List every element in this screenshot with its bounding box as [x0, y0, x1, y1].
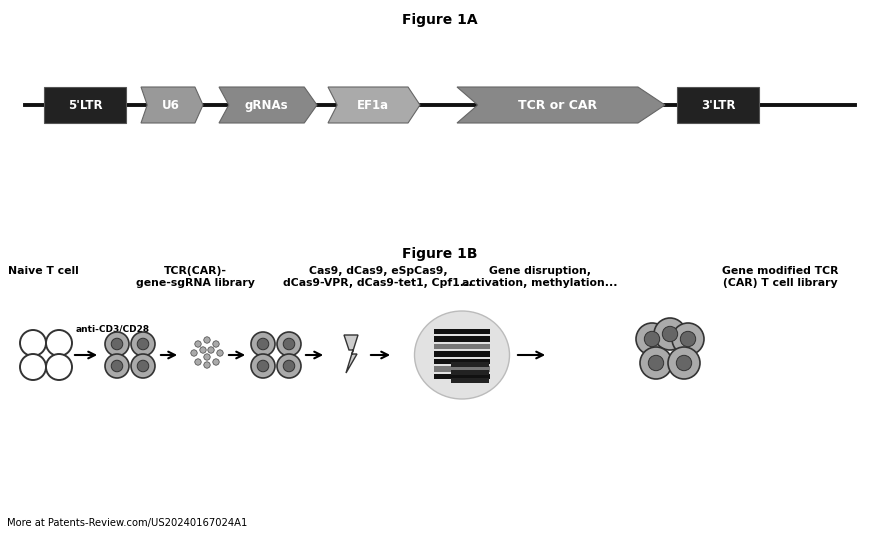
Polygon shape [457, 87, 665, 123]
Text: anti-CD3/CD28: anti-CD3/CD28 [76, 324, 150, 333]
Bar [44, 87, 126, 123]
Bar [434, 366, 490, 371]
Circle shape [131, 354, 155, 378]
Circle shape [46, 354, 72, 380]
Circle shape [137, 360, 149, 372]
Circle shape [680, 331, 696, 347]
Circle shape [200, 347, 206, 353]
Circle shape [663, 326, 678, 342]
Polygon shape [141, 87, 203, 123]
Text: Gene modified TCR
(CAR) T cell library: Gene modified TCR (CAR) T cell library [722, 266, 839, 288]
Bar [434, 336, 490, 341]
Text: Naive T cell: Naive T cell [8, 266, 78, 276]
Text: 3'LTR: 3'LTR [700, 98, 736, 111]
Text: More at Patents-Review.com/US20240167024A1: More at Patents-Review.com/US20240167024… [7, 518, 247, 528]
Text: TCR(CAR)-
gene-sgRNA library: TCR(CAR)- gene-sgRNA library [136, 266, 254, 288]
Circle shape [677, 355, 692, 371]
Text: Cas9, dCas9, eSpCas9,
dCas9-VPR, dCas9-tet1, Cpf1...: Cas9, dCas9, eSpCas9, dCas9-VPR, dCas9-t… [283, 266, 473, 288]
Circle shape [105, 354, 129, 378]
Circle shape [20, 354, 46, 380]
Bar [677, 87, 759, 123]
Bar [434, 328, 490, 334]
Bar [434, 358, 490, 364]
Circle shape [194, 359, 202, 365]
Ellipse shape [414, 311, 510, 399]
Circle shape [204, 337, 210, 343]
Circle shape [654, 318, 686, 350]
Circle shape [277, 354, 301, 378]
Circle shape [277, 332, 301, 356]
Bar [434, 343, 490, 349]
Circle shape [194, 341, 202, 347]
Circle shape [251, 332, 275, 356]
Circle shape [644, 331, 660, 347]
Text: Figure 1A: Figure 1A [402, 13, 478, 27]
Circle shape [20, 330, 46, 356]
Text: gRNAs: gRNAs [245, 98, 289, 111]
Circle shape [257, 338, 268, 350]
Circle shape [257, 360, 268, 372]
Circle shape [640, 347, 672, 379]
Circle shape [137, 338, 149, 350]
Bar [451, 362, 489, 366]
Bar [434, 373, 490, 379]
Polygon shape [219, 87, 317, 123]
Text: U6: U6 [162, 98, 180, 111]
Circle shape [636, 323, 668, 355]
Circle shape [208, 347, 214, 353]
Circle shape [213, 341, 219, 347]
Circle shape [111, 360, 123, 372]
Circle shape [111, 338, 123, 350]
Polygon shape [344, 335, 358, 373]
Circle shape [672, 323, 704, 355]
Text: TCR or CAR: TCR or CAR [518, 98, 598, 111]
Circle shape [204, 354, 210, 360]
Circle shape [283, 338, 295, 350]
Circle shape [649, 355, 664, 371]
Bar [451, 370, 489, 374]
Circle shape [251, 354, 275, 378]
Circle shape [131, 332, 155, 356]
Bar [434, 351, 490, 356]
Text: Figure 1B: Figure 1B [402, 247, 478, 261]
Circle shape [283, 360, 295, 372]
Circle shape [213, 359, 219, 365]
Polygon shape [328, 87, 420, 123]
Circle shape [105, 332, 129, 356]
Circle shape [216, 350, 224, 356]
Bar [451, 378, 489, 383]
Text: Gene disruption,
activation, methylation...: Gene disruption, activation, methylation… [462, 266, 618, 288]
Text: EF1a: EF1a [356, 98, 389, 111]
Circle shape [191, 350, 197, 356]
Circle shape [204, 362, 210, 368]
Circle shape [46, 330, 72, 356]
Circle shape [668, 347, 700, 379]
Text: 5'LTR: 5'LTR [68, 98, 102, 111]
